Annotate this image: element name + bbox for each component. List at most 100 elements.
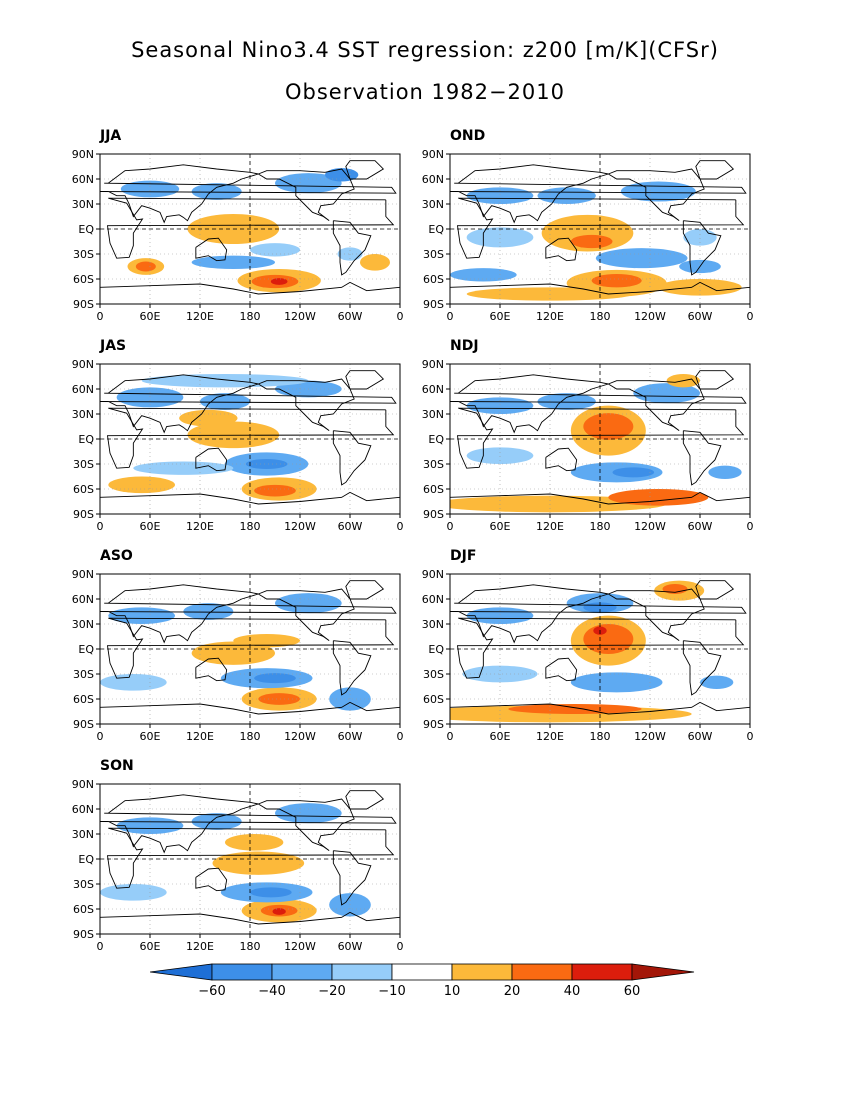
lat-tick-label: 30S <box>423 248 444 261</box>
lat-tick-label: 30S <box>73 878 94 891</box>
anomaly-contour <box>100 884 167 901</box>
lon-tick-label: 0 <box>447 310 454 323</box>
panel-label: JAS <box>100 338 127 354</box>
anomaly-contour <box>275 593 342 614</box>
lon-tick-label: 0 <box>747 520 754 533</box>
coastline <box>695 580 735 600</box>
lon-tick-label: 180 <box>240 520 261 533</box>
lon-tick-label: 0 <box>447 520 454 533</box>
lon-tick-label: 120W <box>284 520 316 533</box>
lon-tick-label: 0 <box>447 730 454 743</box>
lon-tick-label: 120W <box>284 940 316 953</box>
lon-tick-label: 120W <box>634 730 666 743</box>
anomaly-contour <box>450 268 517 282</box>
colorbar-label: 20 <box>504 984 521 999</box>
lon-tick-label: 120E <box>186 940 214 953</box>
lon-tick-label: 60W <box>338 520 363 533</box>
lon-tick-label: 120E <box>186 730 214 743</box>
coastline <box>345 160 385 180</box>
lon-tick-label: 0 <box>397 730 404 743</box>
panel-label: SON <box>100 758 134 774</box>
lat-tick-label: 60S <box>73 273 94 286</box>
anomaly-contour <box>272 908 286 915</box>
lon-tick-label: 0 <box>97 310 104 323</box>
anomaly-contour <box>191 813 242 830</box>
lat-tick-label: EQ <box>428 433 444 446</box>
anomaly-contour <box>116 817 184 834</box>
anomaly-contour <box>250 243 300 257</box>
anomaly-contour <box>187 421 280 449</box>
colorbar-segment <box>571 963 633 981</box>
lon-tick-label: 60W <box>338 730 363 743</box>
coastline <box>608 588 705 642</box>
lat-tick-label: 60N <box>422 593 444 606</box>
lon-tick-label: 0 <box>747 310 754 323</box>
lat-tick-label: 30N <box>72 198 94 211</box>
lat-tick-label: 60S <box>423 483 444 496</box>
coastline <box>545 447 578 472</box>
anomaly-contour <box>508 704 642 714</box>
coastline <box>100 491 400 505</box>
coastline <box>258 798 355 852</box>
map-panel-ndj: NDJ 90N 60N 30N EQ 30S 60S 90S 0 60E 120E 180 120W 60… <box>413 338 754 538</box>
map-panel-ond: OND 90N 60N 30N EQ 30S 60S 90S 0 60E 120E 180 120W 60… <box>413 128 754 328</box>
lat-tick-label: 90S <box>73 298 94 311</box>
lat-tick-label: 60S <box>73 903 94 916</box>
lon-tick-label: 60E <box>490 310 511 323</box>
anomaly-contour <box>108 476 175 494</box>
anomaly-contour <box>466 607 534 624</box>
coastline <box>682 640 722 696</box>
figure-title-line2: Observation 1982−2010 <box>284 80 566 104</box>
lon-tick-label: 60W <box>338 310 363 323</box>
colorbar-segment <box>511 963 573 981</box>
anomaly-contour <box>570 234 613 249</box>
lat-tick-label: 30S <box>423 458 444 471</box>
anomaly-contour <box>708 465 742 479</box>
colorbar-segment <box>391 963 453 981</box>
anomaly-contour <box>595 248 688 269</box>
anomaly-contour <box>245 459 288 469</box>
lon-tick-label: 180 <box>240 310 261 323</box>
lon-tick-label: 120E <box>536 310 564 323</box>
lat-tick-label: 60S <box>73 693 94 706</box>
anomaly-contour <box>141 374 309 388</box>
lat-tick-label: 90N <box>72 358 94 371</box>
anomaly-contour <box>200 393 250 410</box>
lat-tick-label: 60N <box>72 593 94 606</box>
map-panel-jas: JAS 90N 60N 30N EQ 30S 60S 90S 0 60E 120E 180 120W 60… <box>63 338 404 538</box>
anomaly-contour <box>258 693 300 705</box>
lon-tick-label: 60E <box>140 730 161 743</box>
coastline <box>345 580 385 600</box>
lat-tick-label: 90N <box>72 148 94 161</box>
coastline <box>195 237 228 262</box>
lat-tick-label: 30S <box>73 248 94 261</box>
coastline <box>100 281 400 295</box>
anomaly-contour <box>620 181 696 202</box>
coastline <box>695 370 735 390</box>
coastline <box>682 430 722 486</box>
lon-tick-label: 60E <box>140 520 161 533</box>
panel-label: OND <box>450 128 486 144</box>
colorbar-label: −60 <box>198 984 225 999</box>
coastline <box>258 168 355 222</box>
lat-tick-label: 90S <box>423 718 444 731</box>
lon-tick-label: 0 <box>747 730 754 743</box>
colorbar-label: 60 <box>624 984 641 999</box>
anomaly-contour <box>100 674 167 691</box>
lat-tick-label: 90N <box>422 568 444 581</box>
panel-label: NDJ <box>450 338 479 354</box>
lat-tick-label: 30N <box>72 618 94 631</box>
colorbar: −60 −40 −20 −10 10 20 40 60 <box>150 963 695 999</box>
lat-tick-label: EQ <box>78 643 94 656</box>
coastline <box>100 374 397 434</box>
lat-tick-label: EQ <box>428 643 444 656</box>
anomaly-contour <box>275 803 342 824</box>
lat-tick-label: 30N <box>72 408 94 421</box>
anomaly-contour <box>254 673 296 684</box>
lat-tick-label: 60S <box>73 483 94 496</box>
lon-tick-label: 0 <box>397 310 404 323</box>
coastline <box>100 794 397 854</box>
